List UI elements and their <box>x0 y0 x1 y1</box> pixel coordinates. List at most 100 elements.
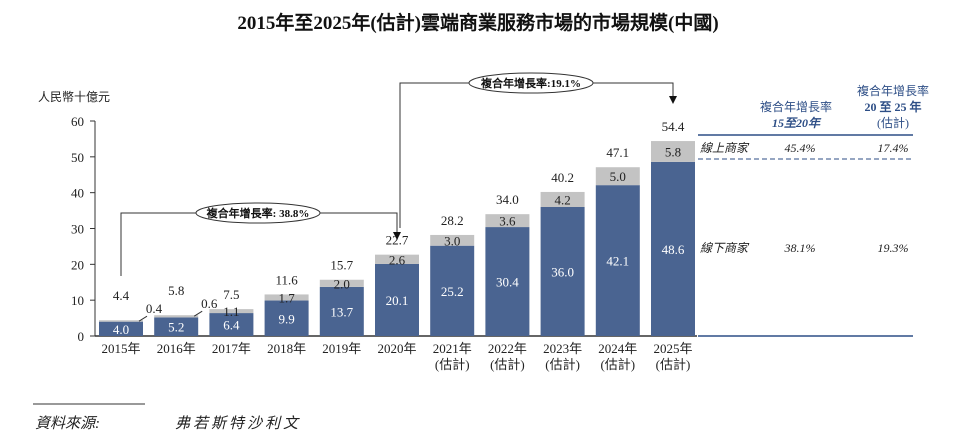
x-tick-label: 2021年 <box>433 341 472 356</box>
cagr-header-2-line2: 20 至 25 年 <box>864 99 921 114</box>
bar-offline <box>651 161 695 336</box>
bar-online <box>375 254 419 264</box>
bar-online-label: 4.2 <box>554 192 570 207</box>
bar-offline-label: 5.2 <box>168 320 184 335</box>
y-tick-label: 60 <box>71 114 84 129</box>
bar-offline <box>154 317 199 336</box>
bar-online <box>99 320 143 322</box>
x-tick-label: 2024年 <box>598 341 637 356</box>
source-value: 弗若斯特沙利文 <box>175 415 301 432</box>
x-tick-label: 2018年 <box>267 341 306 356</box>
bar-offline <box>209 313 254 336</box>
y-tick-label: 50 <box>71 150 84 165</box>
arrow-head-icon <box>669 96 677 104</box>
bar-online <box>540 191 585 207</box>
bar-online <box>651 141 695 162</box>
bar-total-label: 22.7 <box>386 233 409 248</box>
source-label: 資料來源: <box>35 415 100 432</box>
x-tick-label: 2025年 <box>653 341 692 356</box>
x-tick-label: 2023年 <box>543 341 582 356</box>
cagr-header-1-line1: 複合年增長率 <box>760 99 832 114</box>
x-tick-label: 2019年 <box>322 341 361 356</box>
bar-total-label: 34.0 <box>496 192 519 207</box>
bar-online-label: 3.0 <box>444 233 460 248</box>
x-tick-label: 2015年 <box>101 341 140 356</box>
cagr-callout-label: 複合年增長率:19.1% <box>480 76 581 90</box>
y-axis-label: 人民幣十億元 <box>38 90 110 104</box>
row-offline-v2: 19.3% <box>878 241 909 255</box>
x-tick-label: (估計) <box>656 357 691 372</box>
bar-total-label: 4.4 <box>113 288 130 303</box>
bar-online <box>485 214 530 228</box>
bar-offline-label: 30.4 <box>496 275 519 290</box>
x-tick-label: (估計) <box>545 357 580 372</box>
x-tick-label: 2020年 <box>377 341 416 356</box>
row-offline-v1: 38.1% <box>784 241 816 255</box>
y-tick-label: 40 <box>71 186 84 201</box>
bar-total-label: 7.5 <box>223 287 239 302</box>
bar-online-label: 5.0 <box>610 169 626 184</box>
bar-total-label: 15.7 <box>330 258 353 273</box>
cagr-header-1-line2: 15至20年 <box>772 116 822 130</box>
bar-offline-label: 13.7 <box>330 304 353 319</box>
bar-total-label: 11.6 <box>275 272 298 287</box>
bar-online <box>209 309 254 314</box>
y-tick-label: 10 <box>71 293 84 308</box>
bar-online-label: 1.1 <box>223 304 239 319</box>
x-tick-label: 2017年 <box>212 341 251 356</box>
x-tick-label: (估計) <box>490 357 525 372</box>
bar-total-label: 47.1 <box>606 145 629 160</box>
y-tick-label: 0 <box>78 329 85 344</box>
chart-title: 2015年至2025年(估計)雲端商業服務市場的市場規模(中國) <box>237 11 718 34</box>
x-tick-label: 2022年 <box>488 341 527 356</box>
bar-offline-label: 6.4 <box>223 318 240 333</box>
bar-online <box>319 279 364 287</box>
bar-online-label: 0.4 <box>146 301 163 316</box>
bar-offline <box>430 245 475 336</box>
cagr-header-2-line1: 複合年增長率 <box>857 83 929 98</box>
bar-offline-label: 48.6 <box>662 242 685 257</box>
bar-offline <box>319 286 364 336</box>
bar-online-label: 1.7 <box>278 290 295 305</box>
y-tick-label: 30 <box>71 222 84 237</box>
bar-total-label: 5.8 <box>168 283 184 298</box>
bar-offline <box>99 321 143 336</box>
arrow-head-icon <box>393 232 401 240</box>
bar-offline <box>540 207 585 336</box>
bar-offline <box>264 300 309 336</box>
bar-offline-label: 25.2 <box>441 284 464 299</box>
bar-online <box>154 315 199 318</box>
bar-total-label: 28.2 <box>441 213 464 228</box>
cagr-callout <box>468 72 594 94</box>
bar-offline <box>375 263 419 336</box>
row-offline-label: 線下商家 <box>700 241 750 255</box>
bar-online-label: 5.8 <box>665 144 681 159</box>
bar-online <box>430 234 475 246</box>
bar-offline <box>595 185 640 336</box>
bar-online-label: 2.0 <box>334 276 350 291</box>
bar-online-label: 0.6 <box>201 296 218 311</box>
x-tick-label: 2016年 <box>157 341 196 356</box>
x-tick-label: (估計) <box>435 357 470 372</box>
bar-offline-label: 9.9 <box>278 311 294 326</box>
row-online-label: 線上商家 <box>700 141 750 155</box>
cagr-callout <box>195 202 321 224</box>
bar-offline-label: 20.1 <box>386 293 409 308</box>
bar-offline-label: 4.0 <box>113 322 129 337</box>
bar-online <box>264 294 309 301</box>
row-online-v2: 17.4% <box>878 141 909 155</box>
bar-online <box>595 167 640 186</box>
bar-total-label: 54.4 <box>662 119 685 134</box>
bar-online-label: 3.6 <box>499 214 516 229</box>
cagr-header-2-line3: (估計) <box>877 115 909 130</box>
x-tick-label: (估計) <box>600 357 635 372</box>
y-tick-label: 20 <box>71 257 84 272</box>
cagr-callout-label: 複合年增長率: 38.8% <box>206 206 310 220</box>
bar-online-label: 2.6 <box>389 252 406 267</box>
leader-line <box>138 315 148 322</box>
bar-offline-label: 36.0 <box>551 265 574 280</box>
leader-line <box>193 310 203 317</box>
bar-offline <box>485 227 530 336</box>
